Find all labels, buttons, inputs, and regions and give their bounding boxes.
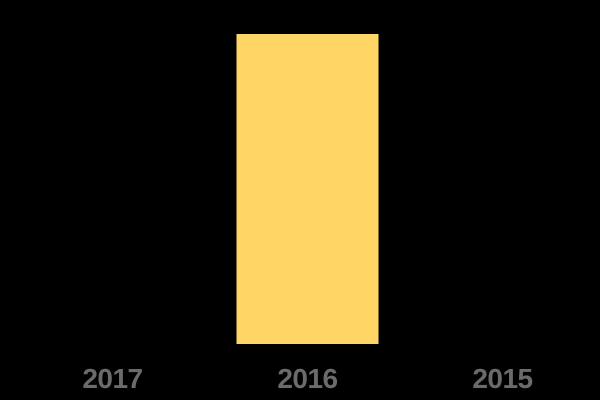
bar-2016 — [236, 34, 379, 344]
x-axis-label-2017: 2017 — [82, 363, 143, 394]
x-axis-label-2016: 2016 — [277, 363, 338, 394]
chart-column-2017 — [15, 34, 210, 344]
x-axis: 2017 2016 2015 — [15, 344, 600, 400]
x-axis-label-2015: 2015 — [472, 363, 533, 394]
chart-column-2015 — [405, 34, 600, 344]
chart-column-2016 — [210, 34, 405, 344]
plot-area — [15, 34, 600, 344]
